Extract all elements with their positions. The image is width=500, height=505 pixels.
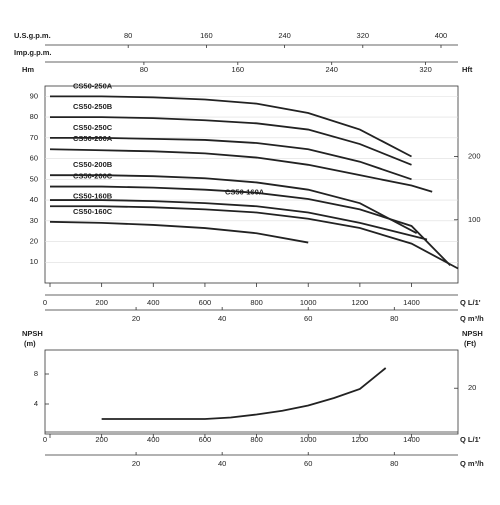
y2-tick-label: 20: [468, 383, 476, 392]
top-tick-label: 160: [232, 65, 245, 74]
x-tick-label: 800: [250, 298, 263, 307]
y2-axis-unit: (Ft): [464, 339, 477, 348]
secondary-tick-label: 60: [304, 314, 312, 323]
x-tick-label: 1200: [352, 435, 369, 444]
top-tick-label: 320: [419, 65, 432, 74]
x-tick-label: 400: [147, 435, 160, 444]
top-tick-label: 80: [124, 31, 132, 40]
curve-label: CS50-200B: [73, 160, 113, 169]
curve: [50, 95, 412, 158]
secondary-tick-label: 40: [218, 459, 226, 468]
curve-label: CS50-200C: [73, 172, 113, 181]
x-tick-label: 1400: [403, 298, 420, 307]
secondary-tick-label: 80: [390, 314, 398, 323]
plot-frame: [44, 85, 459, 284]
x-tick-label: 600: [199, 298, 212, 307]
top-tick-label: 160: [200, 31, 213, 40]
x-tick-label: 1000: [300, 298, 317, 307]
secondary-axis-label: Q m³/h: [460, 459, 484, 468]
top-axis-label: Imp.g.p.m.: [14, 48, 52, 57]
y-tick-label: 60: [30, 154, 38, 163]
x-tick-label: 1400: [403, 435, 420, 444]
y-tick-label: 70: [30, 133, 38, 142]
y2-axis-label: NPSH: [462, 329, 483, 338]
top-tick-label: 240: [325, 65, 338, 74]
x-tick-label: 200: [95, 435, 108, 444]
x-axis-label: Q L/1': [460, 435, 481, 444]
y-axis-unit: (m): [24, 339, 36, 348]
y-tick-label: 30: [30, 216, 38, 225]
curve: [50, 174, 418, 235]
curve-label: CS50-250B: [73, 102, 113, 111]
y-tick-label: 50: [30, 174, 38, 183]
y2-tick-label: 100: [468, 215, 481, 224]
y-tick-label: 8: [34, 369, 38, 378]
x-tick-label: 0: [43, 298, 47, 307]
curve: [101, 367, 387, 420]
secondary-tick-label: 40: [218, 314, 226, 323]
x-axis-label: Q L/1': [460, 298, 481, 307]
curve: [50, 185, 451, 267]
y-tick-label: 40: [30, 195, 38, 204]
curve-label: CS50-160C: [73, 207, 113, 216]
top-tick-label: 400: [435, 31, 448, 40]
x-tick-label: 600: [199, 435, 212, 444]
top-tick-label: 240: [278, 31, 291, 40]
curve-label: CS50-250C: [73, 123, 113, 132]
curve: [50, 116, 412, 166]
curve-label: CS50-160B: [73, 191, 113, 200]
secondary-tick-label: 60: [304, 459, 312, 468]
y2-tick-label: 200: [468, 152, 481, 161]
curve: [49, 148, 433, 193]
secondary-tick-label: 20: [132, 459, 140, 468]
y-axis-label: Hm: [22, 65, 34, 74]
y-tick-label: 10: [30, 257, 38, 266]
secondary-tick-label: 80: [390, 459, 398, 468]
curve-label: CS50-250A: [73, 81, 113, 90]
top-tick-label: 80: [140, 65, 148, 74]
curve-label: CS50-200A: [73, 134, 113, 143]
y-axis-label: NPSH: [22, 329, 43, 338]
secondary-axis-label: Q m³/h: [460, 314, 484, 323]
curve: [50, 136, 412, 181]
top-tick-label: 320: [357, 31, 370, 40]
x-tick-label: 1000: [300, 435, 317, 444]
y-tick-label: 80: [30, 112, 38, 121]
x-tick-label: 400: [147, 298, 160, 307]
y-tick-label: 90: [30, 91, 38, 100]
curve: [50, 205, 459, 270]
plot-frame: [44, 349, 459, 435]
x-tick-label: 1200: [352, 298, 369, 307]
y-tick-label: 4: [34, 399, 38, 408]
curve: [49, 220, 309, 244]
top-axis-label: U.S.g.p.m.: [14, 31, 51, 40]
y2-axis-label: Hft: [462, 65, 473, 74]
curve-label: CS50-160A: [225, 187, 265, 196]
x-tick-label: 200: [95, 298, 108, 307]
secondary-tick-label: 20: [132, 314, 140, 323]
y-tick-label: 20: [30, 237, 38, 246]
x-tick-label: 0: [43, 435, 47, 444]
x-tick-label: 800: [250, 435, 263, 444]
curve: [50, 199, 428, 241]
